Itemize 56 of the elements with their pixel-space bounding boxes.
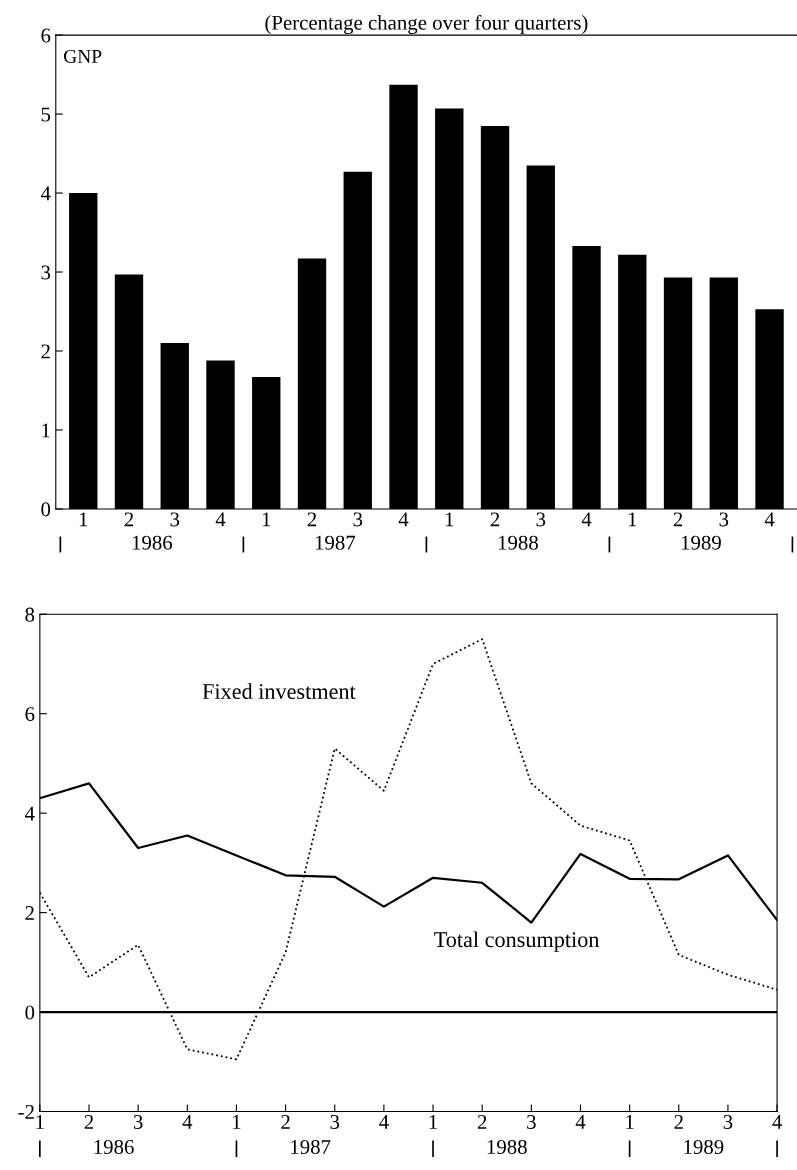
series-label: Total consumption [434, 931, 600, 952]
x-tick-label: 1 [445, 512, 454, 527]
x-tick-label: 3 [330, 1114, 340, 1129]
y-tick-label: 6 [25, 707, 35, 722]
y-tick-label: 1 [42, 423, 50, 438]
x-tick-label: 4 [182, 1115, 193, 1129]
y-tick-label: 3 [41, 265, 51, 280]
x-tick-label: 4 [398, 512, 409, 527]
x-tick-label: 2 [477, 1114, 487, 1129]
x-tick-label: 2 [490, 512, 500, 527]
x-tick-label: 3 [353, 512, 363, 527]
y-tick-label: 6 [41, 28, 51, 43]
text: 1987 [291, 1139, 331, 1155]
text: Fixed investment [202, 683, 356, 699]
annotation: GNP [64, 49, 102, 63]
x-tick-label: 2 [674, 1114, 683, 1129]
text: 1988 [498, 535, 538, 550]
y-tick-label: 2 [41, 344, 50, 359]
x-tick-label: 3 [536, 512, 546, 527]
x-tick-label: 1 [429, 1114, 437, 1129]
y-tick-label: 0 [41, 502, 51, 517]
text: 1989 [684, 1139, 724, 1155]
x-tick-label: 3 [170, 512, 180, 527]
y-tick-label: 8 [25, 607, 35, 622]
chart-title: (Percentage change over four quarters) [265, 14, 588, 35]
x-tick-label: 3 [527, 1114, 536, 1129]
x-tick-label: 3 [723, 1114, 733, 1129]
text: 1988 [487, 1139, 527, 1155]
y-tick-label: 5 [41, 107, 51, 122]
x-tick-label: 2 [281, 1114, 290, 1129]
text: 1989 [681, 535, 721, 550]
text: 1986 [132, 535, 173, 550]
x-tick-label: 2 [124, 512, 134, 527]
x-tick-label: 1 [233, 1114, 241, 1129]
y-tick-label: 4 [40, 186, 51, 201]
x-tick-label: 1 [79, 512, 88, 527]
x-tick-label: 4 [772, 1115, 782, 1129]
x-tick-label: 4 [581, 512, 592, 527]
x-tick-label: 1 [262, 512, 271, 527]
x-tick-label: 1 [628, 512, 637, 527]
text: 1986 [94, 1139, 134, 1155]
x-tick-label: 3 [719, 512, 729, 527]
x-tick-label: 1 [626, 1114, 634, 1129]
y-tick-label: 2 [25, 906, 34, 920]
y-tick-label: 0 [25, 1005, 35, 1020]
y-tick-label: 4 [24, 806, 35, 821]
text: 1987 [315, 535, 356, 550]
x-tick-label: 4 [215, 512, 226, 527]
x-tick-label: 3 [133, 1114, 143, 1129]
x-tick-label: 2 [307, 512, 317, 527]
x-tick-label: 4 [764, 512, 775, 527]
y-tick-label: -2 [18, 1104, 34, 1119]
x-tick-label: 4 [379, 1115, 389, 1129]
x-tick-label: 2 [673, 512, 683, 527]
x-tick-label: 4 [575, 1115, 586, 1129]
x-tick-label: 2 [84, 1114, 94, 1129]
